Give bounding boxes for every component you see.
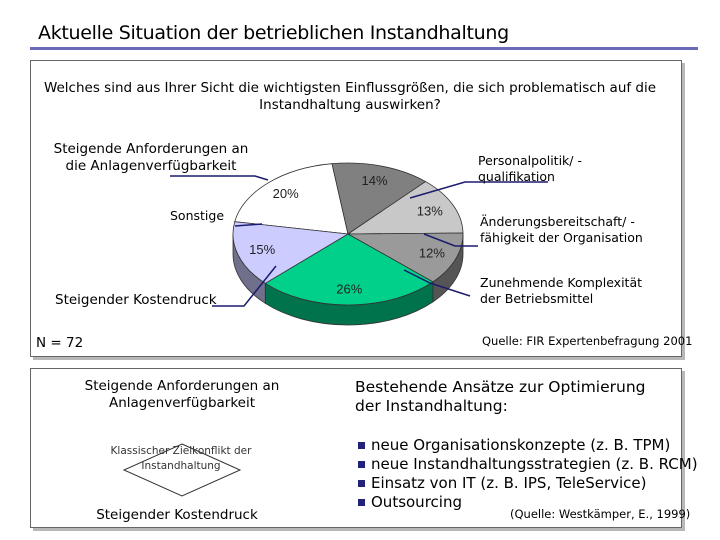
data-label: 20%	[273, 186, 299, 201]
pie-slice	[234, 163, 349, 235]
data-label: 12%	[419, 246, 445, 261]
leader-line-aenderung	[423, 233, 478, 247]
conflict-label: Klassischer Zielkonflikt der Instandhalt…	[110, 445, 252, 472]
pie-slice	[346, 232, 464, 283]
conflict-bottom-label: Steigender Kostendruck	[96, 507, 258, 523]
summary-panel	[30, 368, 682, 528]
bullet-square-icon	[358, 461, 365, 468]
leader-line-komplexitaet	[403, 269, 471, 297]
list-item: Einsatz von IT (z. B. IPS, TeleService)	[358, 474, 698, 493]
callout-aenderung: Änderungsbereitschaft/ -fähigkeit der Or…	[480, 214, 643, 245]
bullet-square-icon	[358, 499, 365, 506]
data-label: 26%	[336, 281, 362, 296]
bullet-square-icon	[358, 442, 365, 449]
citation: (Quelle: Westkämper, E., 1999)	[510, 507, 691, 521]
list-item: Outsourcing	[358, 493, 698, 512]
conflict-top-label: Steigende Anforderungen an Anlagenverfüg…	[84, 378, 280, 411]
title-underline	[30, 47, 698, 50]
leader-line-kosten	[212, 265, 277, 307]
pie-slice	[264, 233, 434, 306]
callout-kosten: Steigender Kostendruck	[55, 292, 217, 308]
list-item: neue Organisationskonzepte (z. B. TPM)	[358, 436, 698, 455]
leader-line-sonstige	[234, 223, 263, 227]
approaches-heading: Bestehende Ansätze zur Optimierung der I…	[355, 378, 646, 415]
data-label: 15%	[249, 242, 275, 257]
leader-line-anforderungen	[170, 175, 269, 181]
pie-slice	[232, 221, 350, 284]
slide-title: Aktuelle Situation der betrieblichen Ins…	[38, 22, 509, 44]
callout-anforderungen: Steigende Anforderungen an die Anlagenve…	[53, 141, 249, 174]
leader-line-personal	[409, 181, 548, 199]
callout-komplexitaet: Zunehmende Komplexität der Betriebsmitte…	[480, 275, 643, 306]
double-arrow-icon	[122, 443, 242, 497]
sample-size: N = 72	[36, 335, 84, 351]
pie-slice	[331, 162, 427, 235]
survey-question: Welches sind aus Ihrer Sicht die wichtig…	[43, 80, 657, 113]
list-item: neue Instandhaltungsstrategien (z. B. RC…	[358, 455, 698, 474]
callout-sonstige: Sonstige	[170, 208, 225, 223]
bullet-square-icon	[358, 480, 365, 487]
callout-personal: Personalpolitik/ -qualifikation	[478, 153, 582, 184]
approaches-list: neue Organisationskonzepte (z. B. TPM) n…	[358, 436, 698, 512]
data-label: 14%	[361, 173, 387, 188]
chart-source: Quelle: FIR Expertenbefragung 2001	[482, 334, 693, 348]
data-label: 13%	[417, 203, 443, 218]
pie-slice	[346, 181, 464, 235]
